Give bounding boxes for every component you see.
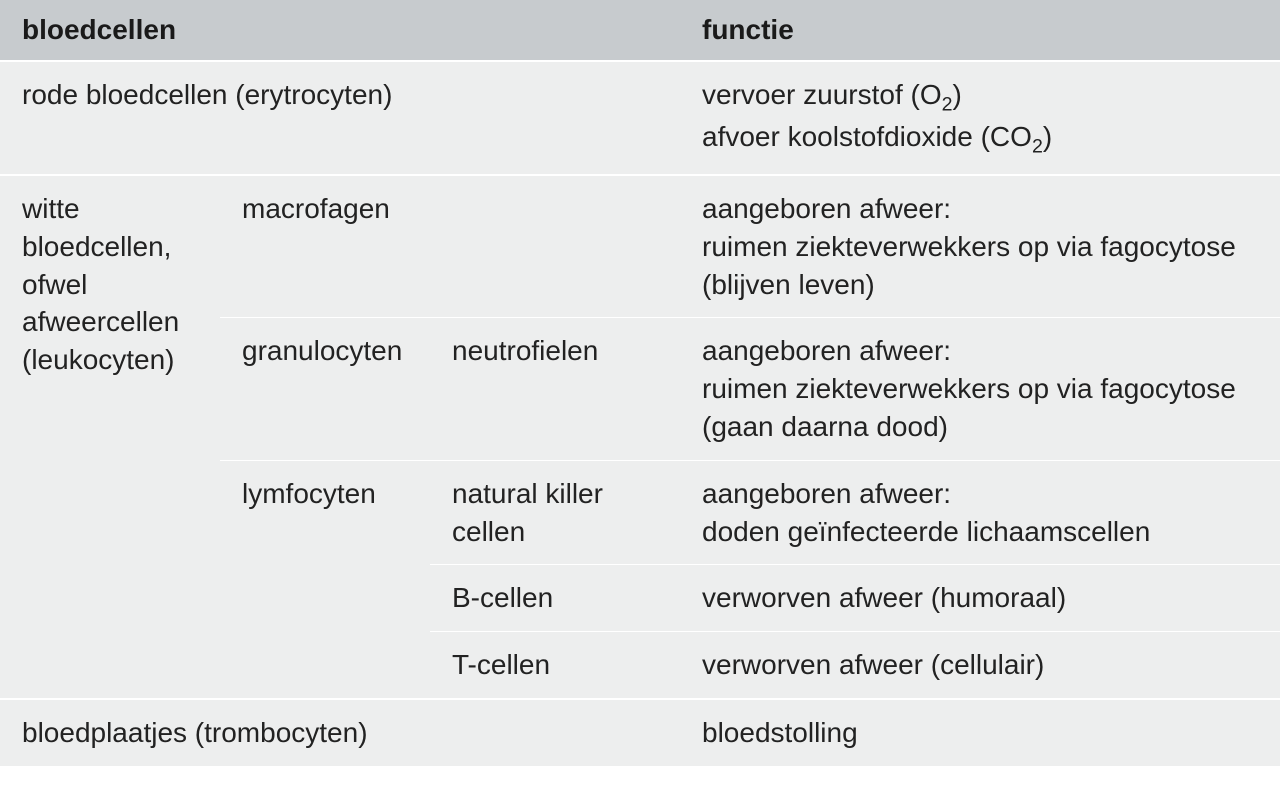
blood-cells-table: bloedcellen functie rode bloedcellen (er… (0, 0, 1280, 766)
cell-macrofagen-func: aangeboren afweer:ruimen ziekteverwekker… (680, 175, 1280, 318)
cell-macrofagen: macrofagen (220, 175, 680, 318)
header-functie: functie (680, 0, 1280, 61)
row-macrofagen: witte bloedcellen, ofwel afweercellen (l… (0, 175, 1280, 318)
table-header-row: bloedcellen functie (0, 0, 1280, 61)
row-erytrocyten: rode bloedcellen (erytrocyten) vervoer z… (0, 61, 1280, 175)
cell-erytrocyten-name: rode bloedcellen (erytrocyten) (0, 61, 680, 175)
cell-leukocyten-group: witte bloedcellen, ofwel afweercellen (l… (0, 175, 220, 699)
cell-trombocyten-name: bloedplaatjes (trombocyten) (0, 699, 680, 766)
cell-nk-func: aangeboren afweer:doden geïnfecteerde li… (680, 460, 1280, 565)
cell-bcellen: B-cellen (430, 565, 680, 632)
cell-granulocyten: granulocyten (220, 318, 430, 460)
cell-neutrofielen: neutrofielen (430, 318, 680, 460)
cell-nk: natural killer cellen (430, 460, 680, 565)
cell-erytrocyten-func: vervoer zuurstof (O2) afvoer koolstofdio… (680, 61, 1280, 175)
cell-neutrofielen-func: aangeboren afweer:ruimen ziekteverwekker… (680, 318, 1280, 460)
cell-trombocyten-func: bloedstolling (680, 699, 1280, 766)
cell-tcellen-func: verworven afweer (cellulair) (680, 632, 1280, 699)
cell-bcellen-func: verworven afweer (humoraal) (680, 565, 1280, 632)
cell-lymfocyten: lymfocyten (220, 460, 430, 699)
row-trombocyten: bloedplaatjes (trombocyten) bloedstollin… (0, 699, 1280, 766)
cell-tcellen: T-cellen (430, 632, 680, 699)
header-bloedcellen: bloedcellen (0, 0, 680, 61)
